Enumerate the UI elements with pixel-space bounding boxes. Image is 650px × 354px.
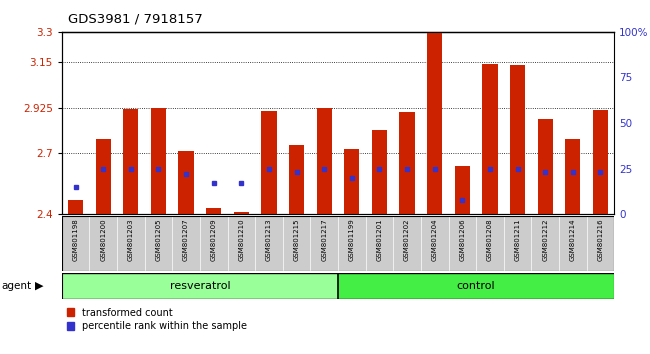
Bar: [448, 216, 476, 271]
Legend: transformed count, percentile rank within the sample: transformed count, percentile rank withi…: [66, 308, 247, 331]
Text: GSM801213: GSM801213: [266, 219, 272, 261]
Text: GSM801209: GSM801209: [211, 219, 216, 261]
Text: GSM801198: GSM801198: [73, 219, 79, 262]
Bar: [593, 110, 608, 214]
Bar: [455, 166, 470, 214]
Bar: [144, 216, 172, 271]
Text: GSM801215: GSM801215: [294, 219, 300, 261]
Bar: [559, 216, 586, 271]
Text: resveratrol: resveratrol: [170, 281, 230, 291]
Text: GSM801208: GSM801208: [487, 219, 493, 261]
Bar: [227, 216, 255, 271]
Text: GSM801210: GSM801210: [239, 219, 244, 261]
Text: ▶: ▶: [35, 281, 44, 291]
Bar: [283, 216, 311, 271]
Bar: [566, 139, 580, 214]
Bar: [96, 139, 111, 214]
Bar: [317, 108, 332, 214]
Bar: [206, 208, 221, 214]
Bar: [338, 216, 365, 271]
Text: agent: agent: [1, 281, 31, 291]
Bar: [117, 216, 144, 271]
Bar: [586, 216, 614, 271]
Bar: [510, 65, 525, 214]
Bar: [504, 216, 532, 271]
Text: GSM801205: GSM801205: [155, 219, 161, 261]
Bar: [62, 273, 338, 299]
Bar: [255, 216, 283, 271]
Bar: [68, 200, 83, 214]
Text: control: control: [457, 281, 495, 291]
Bar: [482, 64, 497, 214]
Bar: [172, 216, 200, 271]
Text: GSM801207: GSM801207: [183, 219, 189, 261]
Text: GSM801204: GSM801204: [432, 219, 437, 261]
Bar: [179, 152, 194, 214]
Text: GSM801214: GSM801214: [570, 219, 576, 261]
Bar: [538, 119, 552, 214]
Text: GDS3981 / 7918157: GDS3981 / 7918157: [68, 12, 203, 25]
Bar: [90, 216, 117, 271]
Text: GSM801203: GSM801203: [128, 219, 134, 261]
Bar: [372, 130, 387, 214]
Bar: [476, 216, 504, 271]
Bar: [393, 216, 421, 271]
Text: GSM801200: GSM801200: [100, 219, 106, 261]
Bar: [62, 216, 90, 271]
Bar: [234, 212, 249, 214]
Text: GSM801199: GSM801199: [349, 219, 355, 262]
Text: GSM801202: GSM801202: [404, 219, 410, 261]
Bar: [151, 108, 166, 214]
Text: GSM801212: GSM801212: [542, 219, 548, 261]
Bar: [338, 273, 614, 299]
Text: GSM801216: GSM801216: [597, 219, 603, 261]
Bar: [311, 216, 338, 271]
Bar: [421, 216, 448, 271]
Bar: [400, 112, 415, 214]
Text: GSM801201: GSM801201: [376, 219, 382, 261]
Text: GSM801217: GSM801217: [321, 219, 327, 261]
Text: GSM801206: GSM801206: [460, 219, 465, 261]
Bar: [344, 149, 359, 214]
Bar: [427, 33, 442, 214]
Text: GSM801211: GSM801211: [515, 219, 521, 261]
Bar: [261, 111, 276, 214]
Bar: [365, 216, 393, 271]
Bar: [124, 109, 138, 214]
Bar: [532, 216, 559, 271]
Bar: [200, 216, 227, 271]
Bar: [289, 145, 304, 214]
